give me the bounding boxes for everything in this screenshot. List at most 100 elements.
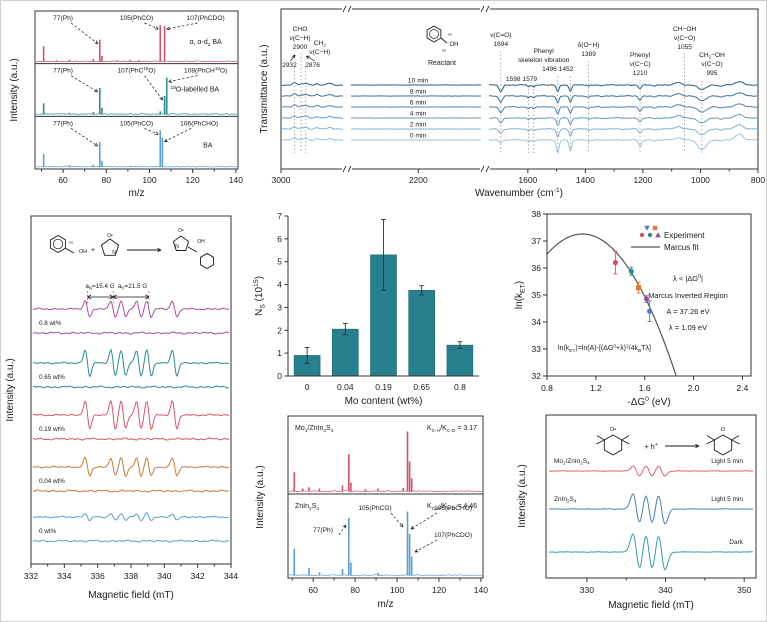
svg-text:6 min: 6 min [410, 100, 427, 107]
svg-text:CH−OH: CH−OH [673, 26, 697, 33]
svg-text:OH: OH [79, 249, 87, 255]
svg-text:330: 330 [580, 585, 594, 595]
svg-text:H: H [448, 32, 451, 37]
svg-text:0.65: 0.65 [413, 382, 430, 392]
svg-text:77(Ph): 77(Ph) [53, 120, 73, 127]
svg-text:80: 80 [102, 175, 112, 185]
svg-text:Light 5 min: Light 5 min [711, 458, 743, 465]
svg-text:140: 140 [474, 585, 488, 595]
svg-text:340: 340 [658, 585, 672, 595]
svg-text:N: N [112, 250, 116, 256]
svg-text:1210: 1210 [633, 70, 648, 77]
svg-text:O•: O• [178, 228, 184, 234]
svg-text:106(PhCHO): 106(PhCHO) [434, 505, 472, 512]
svg-text:350: 350 [737, 585, 751, 595]
svg-text:107(PhC18O): 107(PhC18O) [117, 66, 155, 75]
svg-text:342: 342 [191, 571, 205, 581]
svg-text:2876: 2876 [305, 62, 320, 69]
svg-text:2 min: 2 min [410, 122, 427, 129]
svg-text:77(Ph): 77(Ph) [53, 68, 73, 75]
svg-text:λ = 1.09 eV: λ = 1.09 eV [669, 323, 707, 332]
svg-text:108(PhCH18O): 108(PhCH18O) [184, 66, 227, 75]
svg-text:106(PhCHO): 106(PhCHO) [180, 120, 218, 127]
svg-text:0.65 wt%: 0.65 wt% [39, 374, 65, 381]
svg-text:0.04: 0.04 [337, 382, 354, 392]
svg-text:2200: 2200 [409, 175, 428, 185]
svg-text:338: 338 [124, 571, 138, 581]
svg-text:OH: OH [450, 42, 459, 48]
svg-text:CH2: CH2 [314, 40, 327, 48]
svg-text:OH: OH [197, 239, 205, 245]
svg-text:Experiment: Experiment [664, 231, 705, 240]
svg-text:4: 4 [277, 280, 282, 290]
svg-text:0 wt%: 0 wt% [39, 528, 57, 535]
svg-text:2: 2 [277, 325, 282, 335]
panel-c-plot: H OH + O• N O• N OH aN=15.4 G aH=21.5 G 0.8 wt% 0.6… [5, 215, 238, 601]
svg-text:38: 38 [532, 209, 542, 219]
svg-text:Wavenumber (cm-1): Wavenumber (cm-1) [475, 187, 563, 199]
svg-text:1598 1579: 1598 1579 [506, 76, 538, 83]
svg-text:1400: 1400 [576, 175, 595, 185]
svg-text:336: 336 [91, 571, 105, 581]
svg-text:0.8 wt%: 0.8 wt% [39, 320, 62, 327]
svg-text:Transmittance (a.u.): Transmittance (a.u.) [259, 44, 270, 133]
svg-text:32: 32 [532, 371, 542, 381]
svg-text:107(PhCDO): 107(PhCDO) [434, 532, 472, 539]
svg-text:100: 100 [142, 175, 156, 185]
svg-text:ν(C−H): ν(C−H) [309, 49, 330, 56]
svg-text:1.6: 1.6 [639, 383, 651, 393]
svg-text:KC-H/KC-D = 3.17: KC-H/KC-D = 3.17 [427, 425, 477, 434]
svg-text:Light 5 min: Light 5 min [711, 496, 743, 503]
svg-text:0.19: 0.19 [375, 382, 392, 392]
svg-text:1600: 1600 [518, 175, 537, 185]
svg-text:18O-labelled BA: 18O-labelled BA [171, 85, 220, 94]
svg-text:H: H [69, 240, 72, 245]
svg-text:7: 7 [277, 211, 282, 221]
svg-text:Intensity (a.u.): Intensity (a.u.) [9, 58, 20, 121]
svg-text:2932: 2932 [282, 62, 297, 69]
svg-text:37: 37 [532, 236, 542, 246]
svg-text:O•: O• [610, 427, 616, 433]
svg-text:skeleton vibration: skeleton vibration [518, 57, 570, 64]
svg-text:NS (1015): NS (1015) [253, 276, 266, 316]
svg-text:105(PhCO): 105(PhCO) [120, 120, 153, 127]
svg-text:+: + [91, 247, 95, 254]
svg-text:334: 334 [57, 571, 71, 581]
svg-text:60: 60 [58, 175, 68, 185]
svg-text:ln(kET): ln(kET) [514, 281, 527, 309]
svg-text:5: 5 [277, 257, 282, 267]
svg-text:Phenyl: Phenyl [534, 48, 555, 55]
svg-text:4 min: 4 min [410, 111, 427, 118]
svg-text:Mo1/ZnIn2S4: Mo1/ZnIn2S4 [295, 425, 334, 434]
svg-text:36: 36 [532, 263, 542, 273]
svg-text:8 min: 8 min [410, 89, 427, 96]
svg-text:1055: 1055 [677, 44, 692, 51]
svg-text:δ(O−H): δ(O−H) [578, 42, 600, 49]
svg-text:33: 33 [532, 344, 542, 354]
svg-text:Mo1/ZnIn2S4: Mo1/ZnIn2S4 [554, 458, 590, 466]
svg-text:1.2: 1.2 [590, 383, 602, 393]
svg-text:0: 0 [305, 382, 310, 392]
svg-text:1389: 1389 [581, 51, 596, 58]
panel-a-plot: 77(Ph) 105(PhCO) 107(PhCDO) α, α-d2 BA 77(Ph… [9, 10, 243, 199]
svg-text:107(PhCDO): 107(PhCDO) [187, 15, 225, 22]
svg-text:ν(C−O): ν(C−O) [701, 61, 722, 68]
panel-d-plot: 0 0.04 0.19 0.65 0.8 0 1 2 3 4 5 6 7 Mo content (wt%)… [253, 211, 479, 407]
svg-text:+ h+: + h+ [644, 442, 658, 451]
svg-text:O: O [721, 427, 726, 433]
svg-text:A = 37.26 eV: A = 37.26 eV [666, 307, 709, 316]
svg-text:CH2−OH: CH2−OH [699, 52, 725, 60]
svg-text:332: 332 [24, 571, 38, 581]
svg-text:2.0: 2.0 [688, 383, 700, 393]
svg-text:800: 800 [751, 175, 765, 185]
svg-text:O•: O• [107, 233, 113, 239]
svg-text:344: 344 [224, 571, 238, 581]
svg-text:35: 35 [532, 290, 542, 300]
svg-text:m/z: m/z [128, 188, 144, 199]
svg-text:Reactant: Reactant [428, 60, 456, 67]
svg-text:6: 6 [277, 234, 282, 244]
svg-text:340: 340 [157, 571, 171, 581]
svg-text:2900: 2900 [293, 44, 308, 51]
